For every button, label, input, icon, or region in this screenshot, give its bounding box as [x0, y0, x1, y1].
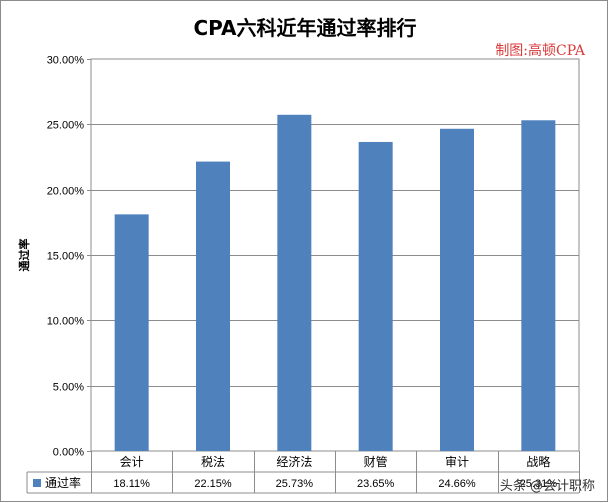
x-category-label: 审计	[445, 454, 469, 469]
y-axis-title: 通过率	[17, 239, 31, 272]
bar	[114, 214, 149, 451]
bar	[196, 161, 230, 451]
gridlines	[90, 58, 580, 452]
data-label: 25.73%	[276, 478, 314, 490]
y-tick-label: 25.00%	[47, 120, 85, 132]
y-tick-label: 10.00%	[47, 316, 85, 328]
data-label: 23.65%	[357, 478, 395, 490]
y-tick-label: 5.00%	[53, 382, 84, 394]
y-tick-label: 20.00%	[47, 186, 85, 198]
x-category-label: 会计	[120, 455, 144, 469]
data-table: 会计 18.11% 税法 22.15% 经济法 25.73% 财管 23.65% 审计 24.66…	[26, 451, 580, 494]
watermark: 头条 @会计职称	[500, 478, 595, 494]
legend-swatch	[33, 479, 41, 487]
legend-label: 通过率	[45, 475, 81, 490]
y-axis: 0.00% 5.00% 10.00% 15.00% 20.00% 25.00% 30.00%…	[17, 55, 91, 459]
x-category-label: 税法	[201, 455, 225, 469]
bar	[277, 114, 312, 451]
bars	[114, 114, 556, 452]
bar	[521, 120, 556, 452]
y-tick-label: 30.00%	[47, 55, 85, 67]
chart-title: CPA六科近年通过率排行	[194, 16, 417, 40]
x-category-label: 财管	[364, 454, 388, 469]
x-category-label: 战略	[526, 454, 550, 469]
chart-credit: 制图:高顿CPA	[495, 42, 586, 59]
bar	[358, 141, 393, 451]
bar	[440, 128, 474, 451]
data-label: 18.11%	[113, 478, 150, 490]
data-label: 24.66%	[438, 478, 476, 490]
x-category-label: 经济法	[276, 454, 312, 469]
data-label: 25.31%	[520, 478, 558, 490]
data-label: 22.15%	[194, 478, 232, 490]
y-tick-label: 0.00%	[53, 447, 84, 459]
y-tick-label: 15.00%	[47, 251, 85, 263]
